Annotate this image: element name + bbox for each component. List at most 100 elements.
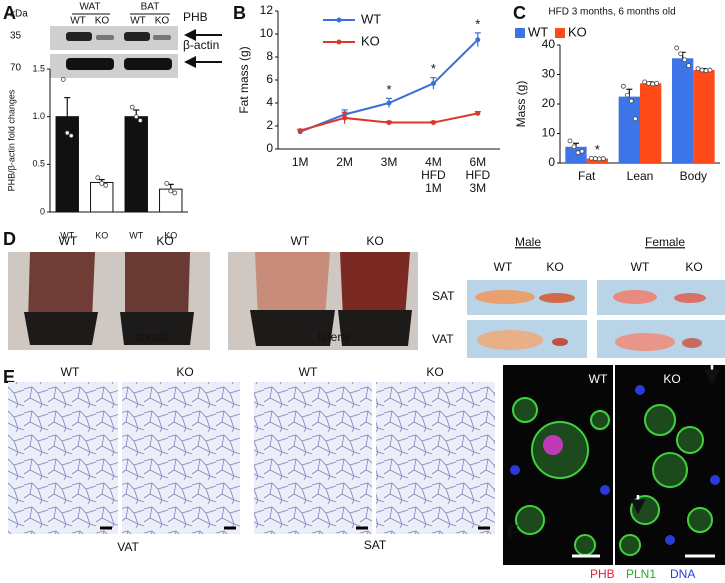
data-point — [172, 190, 178, 196]
x-tick-label: 6M HFD 3M — [465, 155, 490, 195]
legend-swatch — [336, 17, 342, 23]
panel-f: F WT KO PHB PLN1 DNA — [503, 365, 725, 581]
significance: * — [475, 16, 480, 31]
histology — [376, 382, 495, 534]
stain-label: PHB — [590, 567, 615, 581]
bar — [618, 96, 640, 163]
lane-label: KO — [546, 260, 563, 274]
panel-d: D WT KO dorsal WT KO lateral Male Female… — [3, 229, 725, 358]
x-tick-label: Body — [680, 169, 707, 183]
data-point — [600, 156, 606, 161]
blot-band — [66, 58, 114, 70]
bar — [672, 58, 694, 163]
panel-letter: B — [233, 3, 246, 23]
data-point — [133, 114, 139, 120]
data-point — [60, 77, 66, 82]
bar — [693, 70, 715, 163]
x-tick-label: Fat — [578, 169, 596, 183]
blot-lane: WT — [130, 16, 146, 27]
lane-label: WT — [299, 365, 318, 379]
bar — [565, 146, 587, 163]
fat-pad — [613, 290, 657, 304]
marker — [475, 37, 481, 43]
fur — [24, 312, 194, 345]
x-tick-label: 4M HFD 1M — [421, 155, 446, 195]
blot-lane: WT — [70, 16, 86, 27]
y-tick-label: 10 — [260, 26, 274, 40]
y-tick-label: 4 — [266, 95, 273, 109]
lane-label: WT — [631, 260, 650, 274]
lane-label: KO — [426, 365, 443, 379]
data-point — [624, 92, 630, 98]
blot-lane: KO — [155, 16, 170, 27]
y-tick-label: 0 — [40, 206, 45, 216]
histology — [122, 382, 240, 534]
bar — [124, 116, 148, 213]
data-point — [707, 67, 713, 73]
lane-label: KO — [156, 234, 173, 248]
data-point — [674, 45, 680, 51]
marker — [475, 110, 481, 116]
fat-pad — [477, 330, 543, 350]
data-point — [620, 83, 626, 89]
legend-swatch — [555, 28, 565, 38]
legend-label: KO — [361, 33, 380, 48]
lane-label: WT — [589, 372, 608, 386]
data-point — [588, 155, 594, 161]
data-point — [168, 188, 174, 194]
marker — [430, 80, 436, 86]
y-tick-label: 0 — [266, 141, 273, 155]
data-point — [592, 156, 598, 161]
y-axis-label: PHB/β-actin fold changes — [6, 89, 16, 191]
marker — [386, 100, 392, 106]
legend-label: WT — [528, 24, 548, 39]
nuclei — [510, 385, 720, 545]
data-point — [646, 80, 652, 86]
significance: * — [595, 142, 600, 157]
panel-letter: A — [3, 3, 16, 23]
data-point — [650, 81, 656, 87]
depot-label: VAT — [117, 540, 139, 554]
fat-pad — [475, 290, 535, 304]
y-tick-label: 8 — [266, 49, 273, 63]
depot-label: VAT — [432, 332, 454, 346]
stain-label: DNA — [670, 567, 695, 581]
lane-label: WT — [59, 234, 78, 248]
y-tick-label: 30 — [542, 67, 556, 81]
x-tick-label: KO — [164, 230, 177, 240]
fat-pad — [615, 333, 675, 351]
panel-e: E WT KO WT KO VAT SAT — [3, 365, 495, 554]
data-point — [628, 98, 634, 104]
blot-group: BAT — [141, 2, 160, 13]
bar — [90, 181, 114, 213]
data-point — [695, 66, 701, 71]
y-tick-label: 1.0 — [32, 111, 45, 121]
fat-pad — [552, 338, 568, 346]
legend-swatch — [336, 39, 342, 45]
y-tick-label: 6 — [266, 72, 273, 86]
panel-letter: F — [507, 522, 518, 542]
marker — [386, 120, 392, 126]
x-tick-label: KO — [95, 230, 108, 240]
data-point — [95, 175, 101, 181]
lane-label: WT — [494, 260, 513, 274]
lane-label: KO — [685, 260, 702, 274]
lane-label: KO — [176, 365, 193, 379]
x-tick-label: WT — [60, 230, 74, 240]
bar — [586, 158, 608, 163]
data-point — [129, 104, 135, 110]
data-point — [596, 156, 602, 162]
data-point — [99, 180, 105, 186]
significance: * — [431, 61, 436, 76]
marker — [342, 115, 348, 121]
blot-group: WAT — [79, 2, 100, 13]
bar — [640, 83, 662, 163]
data-point — [571, 144, 577, 150]
y-tick-label: 1.5 — [32, 63, 45, 73]
fat-pad — [682, 338, 702, 348]
lane-label: KO — [366, 234, 383, 248]
significance: * — [386, 82, 391, 97]
blot-lane: KO — [95, 16, 110, 27]
data-point — [579, 148, 585, 154]
